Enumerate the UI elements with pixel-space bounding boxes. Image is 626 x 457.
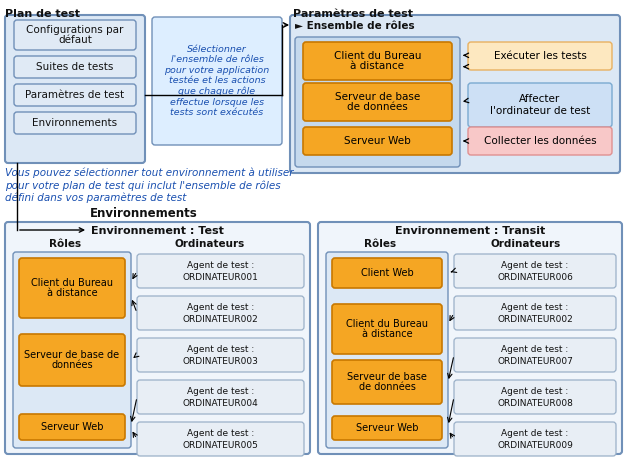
Text: ORDINATEUR006: ORDINATEUR006: [497, 272, 573, 282]
Text: de données: de données: [359, 382, 416, 392]
Text: Agent de test :: Agent de test :: [187, 345, 254, 354]
FancyBboxPatch shape: [332, 416, 442, 440]
FancyBboxPatch shape: [137, 296, 304, 330]
Text: Affecter: Affecter: [520, 94, 561, 104]
FancyBboxPatch shape: [468, 127, 612, 155]
FancyBboxPatch shape: [454, 254, 616, 288]
Text: Paramètres de test: Paramètres de test: [26, 90, 125, 100]
FancyBboxPatch shape: [137, 254, 304, 288]
Text: Exécuter les tests: Exécuter les tests: [493, 51, 587, 61]
Text: Agent de test :: Agent de test :: [501, 429, 568, 437]
Text: ORDINATEUR008: ORDINATEUR008: [497, 399, 573, 408]
Text: Agent de test :: Agent de test :: [187, 387, 254, 395]
FancyBboxPatch shape: [290, 15, 620, 173]
Text: Serveur de base: Serveur de base: [335, 92, 420, 102]
Text: Vous pouvez sélectionner tout environnement à utiliser
pour votre plan de test q: Vous pouvez sélectionner tout environnem…: [5, 168, 294, 203]
Text: Client Web: Client Web: [361, 268, 413, 278]
FancyBboxPatch shape: [332, 258, 442, 288]
Text: Environnement : Transit: Environnement : Transit: [395, 226, 545, 236]
Text: Ordinateurs: Ordinateurs: [491, 239, 561, 249]
FancyBboxPatch shape: [468, 83, 612, 127]
Text: Agent de test :: Agent de test :: [187, 303, 254, 312]
FancyBboxPatch shape: [14, 84, 136, 106]
FancyBboxPatch shape: [19, 414, 125, 440]
FancyBboxPatch shape: [326, 252, 448, 448]
FancyBboxPatch shape: [303, 127, 452, 155]
Text: Environnement : Test: Environnement : Test: [91, 226, 224, 236]
FancyBboxPatch shape: [303, 42, 452, 80]
Text: à distance: à distance: [47, 288, 97, 298]
Text: Client du Bureau: Client du Bureau: [31, 278, 113, 288]
Text: Serveur Web: Serveur Web: [41, 422, 103, 432]
FancyBboxPatch shape: [19, 258, 125, 318]
FancyBboxPatch shape: [332, 304, 442, 354]
Text: Ordinateurs: Ordinateurs: [175, 239, 245, 249]
Text: Rôles: Rôles: [49, 239, 81, 249]
Text: ORDINATEUR002: ORDINATEUR002: [497, 314, 573, 324]
FancyBboxPatch shape: [5, 222, 310, 454]
FancyBboxPatch shape: [454, 296, 616, 330]
FancyBboxPatch shape: [13, 252, 131, 448]
Text: Configurations par: Configurations par: [26, 25, 124, 35]
Text: Serveur de base: Serveur de base: [347, 372, 427, 382]
Text: ORDINATEUR007: ORDINATEUR007: [497, 356, 573, 366]
FancyBboxPatch shape: [303, 83, 452, 121]
Text: Agent de test :: Agent de test :: [501, 260, 568, 270]
Text: Serveur de base de: Serveur de base de: [24, 350, 120, 360]
FancyBboxPatch shape: [14, 112, 136, 134]
Text: Rôles: Rôles: [364, 239, 396, 249]
Text: Sélectionner
l'ensemble de rôles
pour votre application
testée et les actions
qu: Sélectionner l'ensemble de rôles pour vo…: [165, 45, 270, 117]
FancyBboxPatch shape: [454, 338, 616, 372]
Text: de données: de données: [347, 102, 408, 112]
Text: ORDINATEUR002: ORDINATEUR002: [183, 314, 259, 324]
FancyBboxPatch shape: [295, 37, 460, 167]
Text: Agent de test :: Agent de test :: [501, 387, 568, 395]
Text: données: données: [51, 360, 93, 370]
FancyBboxPatch shape: [318, 222, 622, 454]
FancyBboxPatch shape: [14, 56, 136, 78]
FancyBboxPatch shape: [5, 15, 145, 163]
FancyBboxPatch shape: [137, 338, 304, 372]
Text: Paramètres de test: Paramètres de test: [293, 9, 413, 19]
Text: Agent de test :: Agent de test :: [187, 260, 254, 270]
FancyBboxPatch shape: [468, 42, 612, 70]
FancyBboxPatch shape: [19, 334, 125, 386]
FancyBboxPatch shape: [14, 20, 136, 50]
Text: à distance: à distance: [362, 329, 413, 339]
Text: Serveur Web: Serveur Web: [344, 136, 411, 146]
FancyBboxPatch shape: [137, 422, 304, 456]
Text: ORDINATEUR009: ORDINATEUR009: [497, 441, 573, 450]
Text: Suites de tests: Suites de tests: [36, 62, 114, 72]
Text: Client du Bureau: Client du Bureau: [334, 51, 421, 61]
Text: Environnements: Environnements: [90, 207, 198, 220]
Text: Agent de test :: Agent de test :: [187, 429, 254, 437]
Text: Serveur Web: Serveur Web: [356, 423, 418, 433]
Text: défaut: défaut: [58, 35, 92, 45]
FancyBboxPatch shape: [454, 422, 616, 456]
Text: à distance: à distance: [351, 61, 404, 71]
Text: Agent de test :: Agent de test :: [501, 345, 568, 354]
FancyBboxPatch shape: [137, 380, 304, 414]
Text: Agent de test :: Agent de test :: [501, 303, 568, 312]
Text: l'ordinateur de test: l'ordinateur de test: [490, 106, 590, 116]
FancyBboxPatch shape: [454, 380, 616, 414]
Text: Client du Bureau: Client du Bureau: [346, 319, 428, 329]
Text: ORDINATEUR001: ORDINATEUR001: [183, 272, 259, 282]
Text: ► Ensemble de rôles: ► Ensemble de rôles: [295, 21, 414, 31]
FancyBboxPatch shape: [332, 360, 442, 404]
Text: Plan de test: Plan de test: [5, 9, 80, 19]
Text: ORDINATEUR003: ORDINATEUR003: [183, 356, 259, 366]
Text: ORDINATEUR005: ORDINATEUR005: [183, 441, 259, 450]
FancyBboxPatch shape: [152, 17, 282, 145]
Text: ORDINATEUR004: ORDINATEUR004: [183, 399, 259, 408]
Text: Environnements: Environnements: [33, 118, 118, 128]
Text: Collecter les données: Collecter les données: [484, 136, 597, 146]
